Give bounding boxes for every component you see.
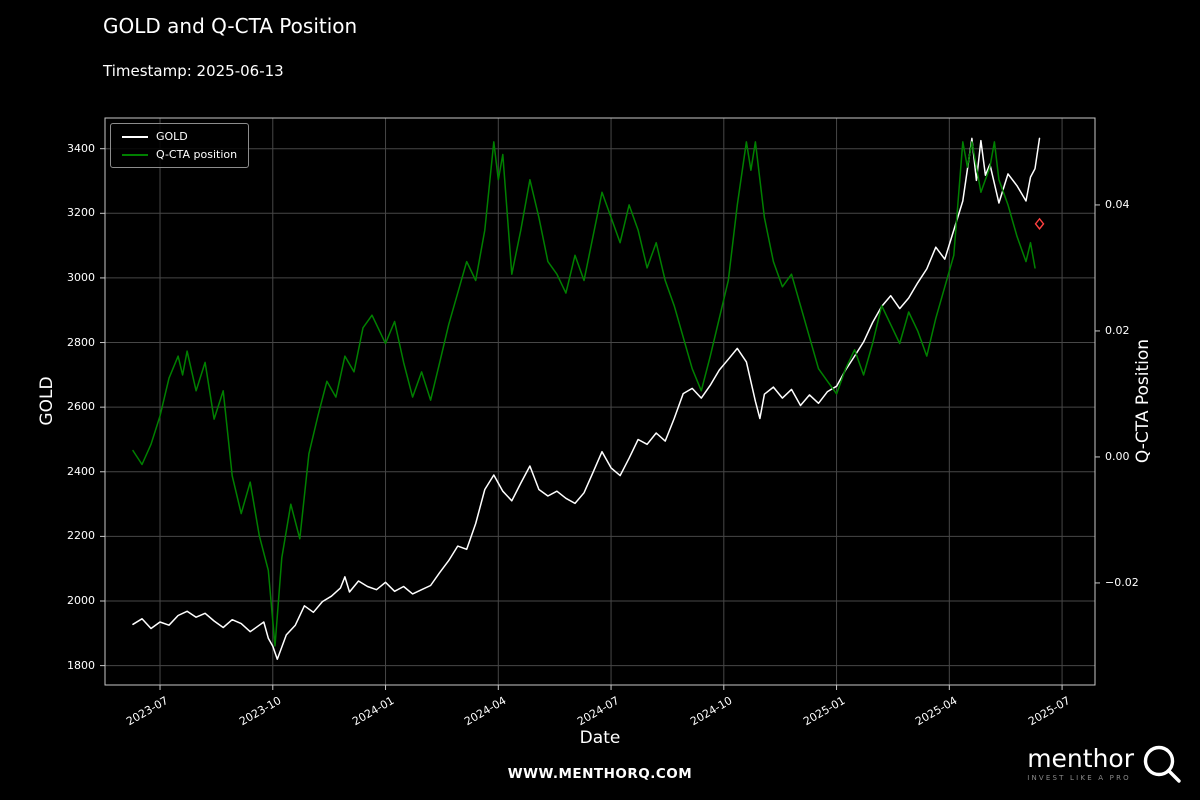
y-tick-label-left: 2400: [67, 464, 95, 478]
x-tick-label: 2025-01: [800, 694, 848, 729]
legend: GOLD Q-CTA position: [110, 123, 250, 168]
y-tick-label-left: 3200: [67, 206, 95, 220]
y-tick-label-left: 2600: [67, 400, 95, 414]
chart-timestamp: Timestamp: 2025-06-13: [103, 62, 284, 80]
x-axis-label: Date: [579, 728, 621, 748]
brand-q-icon: [1143, 745, 1181, 783]
website-watermark: WWW.MENTHORQ.COM: [507, 766, 693, 782]
y-tick-label-left: 2000: [67, 594, 95, 607]
y-axis-label-right: Q-CTA Position: [1133, 338, 1153, 464]
legend-label-cta: Q-CTA position: [156, 148, 238, 161]
y-tick-label-right: 0.00: [1105, 449, 1130, 463]
legend-label-gold: GOLD: [156, 130, 188, 143]
x-tick-label: 2023-07: [124, 694, 171, 729]
x-tick-label: 2025-07: [1026, 694, 1073, 729]
end-marker-diamond: [1034, 217, 1045, 230]
gold-line-sample: [122, 135, 148, 138]
brand-logo: menthor INVEST LIKE A PRO: [1027, 740, 1184, 788]
cta-line-sample: [122, 153, 148, 156]
y-tick-label-right: 0.04: [1105, 197, 1130, 211]
y-tick-label-left: 2200: [67, 529, 95, 543]
y-tick-label-left: 3000: [67, 270, 95, 284]
x-tick-label: 2024-04: [462, 694, 509, 729]
x-tick-label: 2024-10: [688, 694, 735, 729]
x-tick-label: 2023-10: [236, 694, 284, 729]
y-tick-label-left: 1800: [67, 658, 95, 672]
y-tick-label-left: 2800: [67, 335, 95, 349]
x-tick-label: 2024-07: [575, 694, 622, 729]
plot-border: [104, 117, 1096, 686]
y-axis-label-left: GOLD: [37, 376, 57, 426]
gold-series-line: [132, 137, 1041, 660]
cta-series-line: [132, 141, 1036, 647]
x-tick-label: 2024-01: [349, 694, 397, 729]
y-tick-label-right: 0.02: [1105, 323, 1130, 337]
legend-item-cta: Q-CTA position: [122, 148, 237, 161]
brand-text-column: menthor INVEST LIKE A PRO: [1027, 746, 1134, 782]
brand-tagline: INVEST LIKE A PRO: [1027, 774, 1131, 782]
y-tick-label-right: −0.02: [1105, 575, 1139, 589]
y-tick-label-left: 3400: [67, 141, 95, 155]
legend-item-gold: GOLD: [122, 130, 237, 143]
x-tick-label: 2025-04: [913, 694, 960, 729]
brand-name: menthor: [1027, 744, 1134, 773]
chart-title: GOLD and Q-CTA Position: [103, 14, 358, 38]
